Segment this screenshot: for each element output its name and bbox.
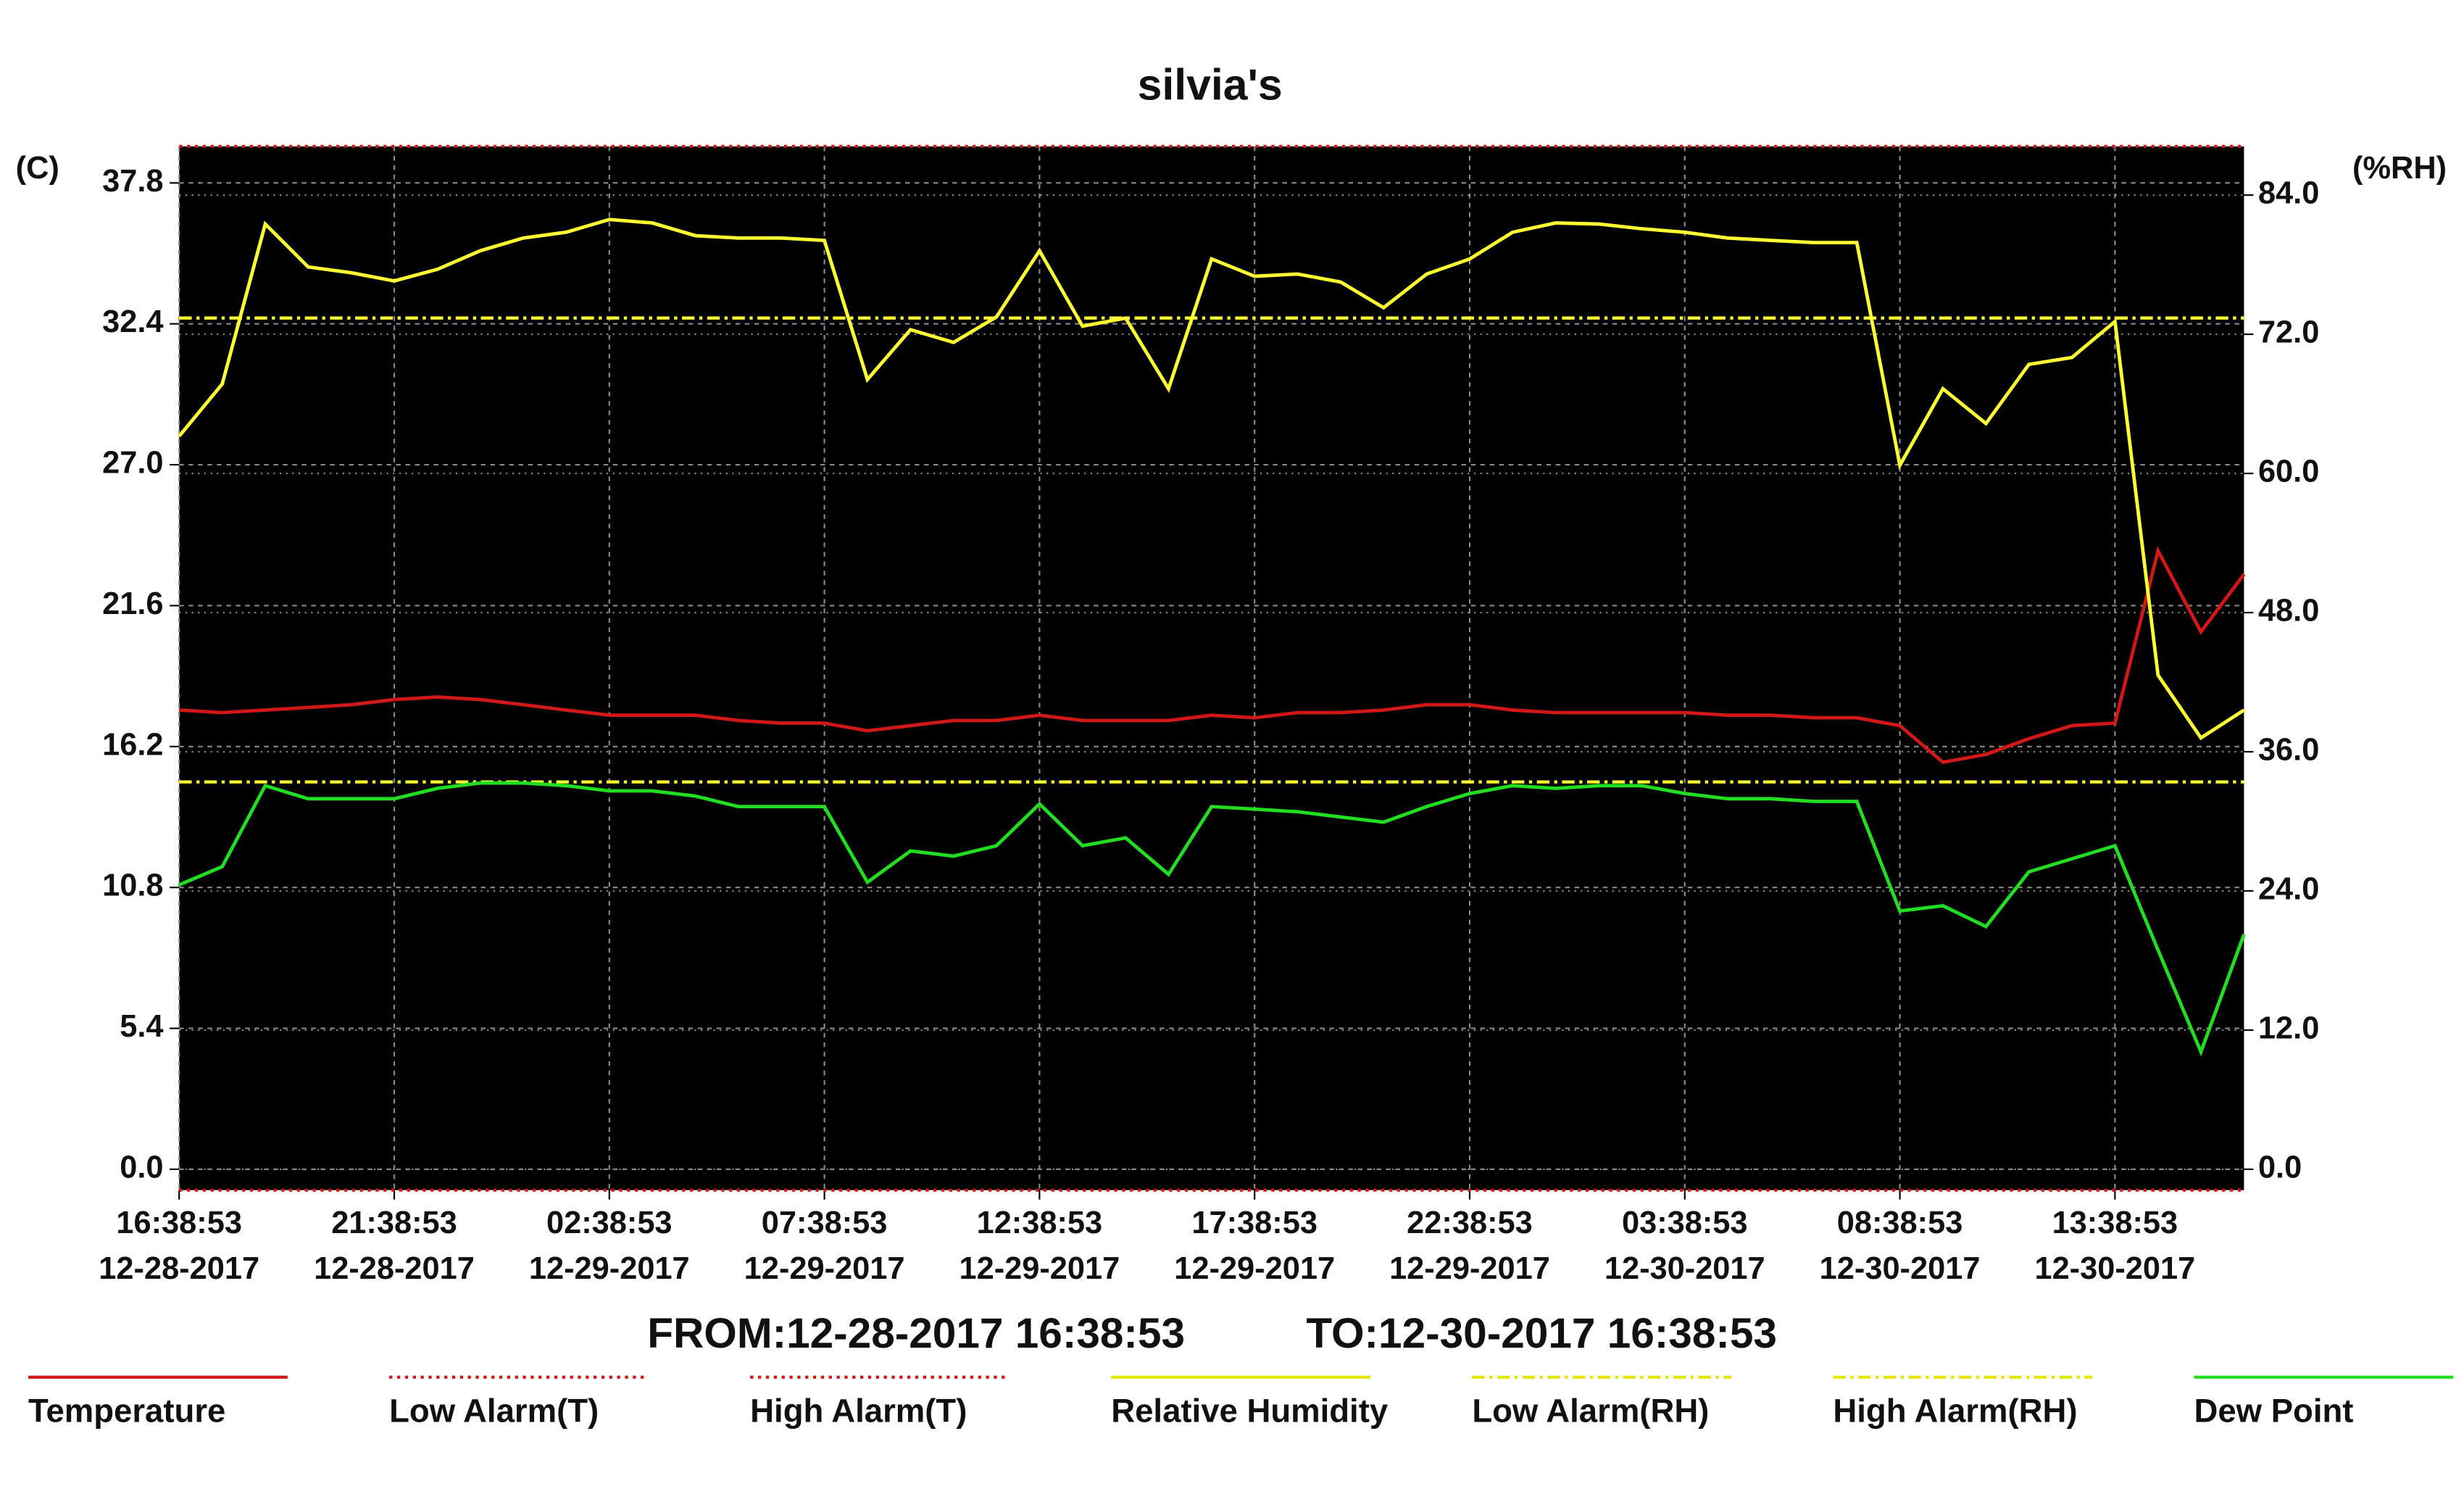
x-tick-label: 12-29-2017 — [529, 1251, 690, 1286]
x-tick-label: 12-30-2017 — [1820, 1251, 1981, 1286]
x-tick-label: 08:38:53 — [1837, 1206, 1963, 1240]
x-tick-label: 22:38:53 — [1407, 1206, 1533, 1240]
x-tick-label: 12:38:53 — [977, 1206, 1103, 1240]
y-tick-label: 37.8 — [102, 164, 163, 199]
y2-tick-label: 60.0 — [2258, 455, 2319, 489]
range-to: TO:12-30-2017 16:38:53 — [1306, 1310, 1777, 1357]
x-tick-label: 12-29-2017 — [959, 1251, 1120, 1286]
chart-title: silvia's — [1138, 60, 1283, 109]
x-tick-label: 13:38:53 — [2052, 1206, 2178, 1240]
y2-tick-label: 24.0 — [2258, 871, 2319, 906]
series-line — [179, 546, 2246, 765]
x-tick-label: 12-29-2017 — [744, 1251, 905, 1286]
y-tick-label: 21.6 — [102, 586, 163, 621]
legend-label: Low Alarm(T) — [389, 1393, 599, 1430]
y2-tick-label: 12.0 — [2258, 1011, 2319, 1045]
y2-axis-label: (%RH) — [2352, 151, 2447, 186]
y2-tick-label: 84.0 — [2258, 176, 2319, 211]
y2-tick-label: 36.0 — [2258, 732, 2319, 767]
x-tick-label: 12-29-2017 — [1389, 1251, 1550, 1286]
y2-tick-label: 0.0 — [2258, 1150, 2302, 1185]
y2-tick-label: 48.0 — [2258, 593, 2319, 628]
y2-tick-label: 72.0 — [2258, 315, 2319, 350]
x-tick-label: 07:38:53 — [762, 1206, 888, 1240]
x-tick-label: 12-28-2017 — [314, 1251, 475, 1286]
x-tick-label: 12-28-2017 — [99, 1251, 259, 1286]
legend-label: High Alarm(T) — [750, 1393, 967, 1430]
legend-label: High Alarm(RH) — [1833, 1393, 2077, 1430]
x-tick-label: 16:38:53 — [116, 1206, 242, 1240]
y-tick-label: 0.0 — [120, 1150, 163, 1185]
x-tick-label: 21:38:53 — [331, 1206, 457, 1240]
plot-area — [179, 146, 2244, 1190]
x-tick-label: 12-30-2017 — [1604, 1251, 1765, 1286]
series-line — [178, 217, 2245, 741]
series-line — [178, 781, 2246, 1057]
legend-label: Relative Humidity — [1111, 1393, 1389, 1430]
x-tick-label: 12-30-2017 — [2034, 1251, 2195, 1286]
x-tick-label: 12-29-2017 — [1174, 1251, 1335, 1286]
y-tick-label: 5.4 — [120, 1009, 163, 1044]
range-from: FROM:12-28-2017 16:38:53 — [647, 1310, 1185, 1357]
y-tick-label: 16.2 — [102, 727, 163, 762]
x-tick-label: 17:38:53 — [1191, 1206, 1318, 1240]
x-tick-label: 02:38:53 — [546, 1206, 673, 1240]
y-tick-label: 10.8 — [102, 868, 163, 903]
y-axis-label: (C) — [16, 151, 59, 186]
x-tick-label: 03:38:53 — [1622, 1206, 1748, 1240]
y-tick-label: 27.0 — [102, 446, 163, 481]
legend-label: Temperature — [28, 1393, 225, 1430]
legend-label: Dew Point — [2194, 1393, 2353, 1430]
legend-label: Low Alarm(RH) — [1472, 1393, 1709, 1430]
y-tick-label: 32.4 — [102, 304, 163, 339]
